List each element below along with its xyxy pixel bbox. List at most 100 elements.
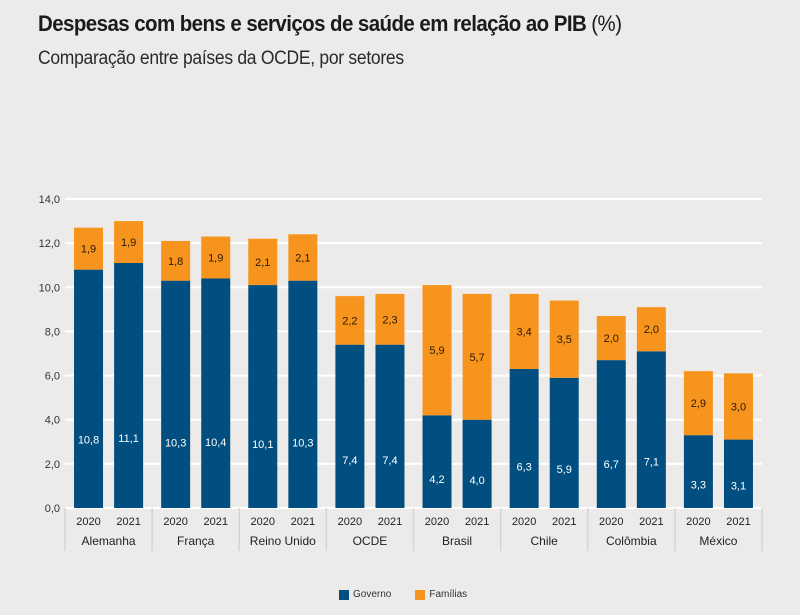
bar-segment-familias xyxy=(248,238,278,286)
data-label: 2,9 xyxy=(691,398,706,410)
data-label: 10,3 xyxy=(292,438,313,450)
legend-swatch-governo xyxy=(339,589,349,600)
data-label: 1,9 xyxy=(208,252,223,264)
bar-segment-governo xyxy=(161,280,191,508)
bar-segment-governo xyxy=(683,435,713,508)
data-label: 3,5 xyxy=(557,334,572,346)
data-label: 2,3 xyxy=(382,314,397,326)
bar-segment-governo xyxy=(422,415,452,508)
y-tick-label: 10,0 xyxy=(39,282,60,294)
legend-item-familias: Famílias xyxy=(415,589,467,600)
data-label: 6,3 xyxy=(517,461,532,473)
bar-segment-governo xyxy=(636,351,666,508)
x-tick-label-year: 2021 xyxy=(552,516,576,528)
data-label: 2,0 xyxy=(644,324,659,336)
legend-item-governo: Governo xyxy=(339,589,391,600)
data-label: 4,2 xyxy=(429,474,444,486)
bar-segment-governo xyxy=(201,278,231,508)
bar-segment-familias xyxy=(422,285,452,416)
data-label: 1,8 xyxy=(168,256,183,268)
y-tick-label: 6,0 xyxy=(45,371,60,383)
bar-segment-governo xyxy=(375,344,405,508)
x-group-label: França xyxy=(177,534,215,548)
x-group-label: Colômbia xyxy=(606,534,657,548)
bar-segment-familias xyxy=(683,371,713,436)
bar-segment-familias xyxy=(114,221,144,264)
legend-label-governo: Governo xyxy=(353,589,392,600)
legend-label-familias: Famílias xyxy=(429,589,468,600)
data-label: 10,1 xyxy=(252,439,273,451)
x-tick-label-year: 2021 xyxy=(378,516,402,528)
bar-segment-governo xyxy=(462,419,492,508)
data-label: 1,9 xyxy=(121,237,136,249)
bar-segment-governo xyxy=(596,360,626,508)
x-tick-label-year: 2020 xyxy=(251,516,275,528)
x-tick-label-year: 2020 xyxy=(512,516,536,528)
x-tick-label-year: 2020 xyxy=(163,516,187,528)
x-tick-label-year: 2020 xyxy=(686,516,710,528)
x-tick-label-year: 2021 xyxy=(116,516,140,528)
bar-segment-governo xyxy=(74,269,104,508)
data-label: 3,0 xyxy=(731,401,746,413)
x-group-label: Brasil xyxy=(442,534,472,548)
data-label: 7,1 xyxy=(644,457,659,469)
data-label: 7,4 xyxy=(342,455,357,467)
data-label: 5,9 xyxy=(557,464,572,476)
bar-segment-governo xyxy=(549,377,579,508)
bar-segment-familias xyxy=(596,315,626,361)
bar-segment-governo xyxy=(114,263,144,508)
data-label: 5,7 xyxy=(469,352,484,364)
bar-segment-familias xyxy=(462,293,492,420)
legend: Governo Famílias xyxy=(339,589,491,600)
x-group-label: Chile xyxy=(531,534,559,548)
legend-swatch-familias xyxy=(415,589,426,600)
x-tick-label-year: 2020 xyxy=(76,516,100,528)
y-tick-label: 2,0 xyxy=(45,459,60,471)
y-tick-label: 12,0 xyxy=(39,238,60,250)
bar-segment-familias xyxy=(161,240,191,281)
bar-segment-familias xyxy=(335,296,365,345)
data-label: 2,2 xyxy=(342,315,357,327)
bar-segment-familias xyxy=(636,307,666,352)
x-group-label: México xyxy=(699,534,737,548)
bar-segment-governo xyxy=(248,285,278,508)
chart-subtitle: Comparação entre países da OCDE, por set… xyxy=(38,48,404,69)
data-label: 6,7 xyxy=(604,459,619,471)
bar-segment-governo xyxy=(335,344,365,508)
y-tick-label: 8,0 xyxy=(45,326,60,338)
x-tick-label-year: 2021 xyxy=(639,516,663,528)
bar-segment-familias xyxy=(201,236,231,279)
data-label: 10,3 xyxy=(165,438,186,450)
x-tick-label-year: 2021 xyxy=(726,516,750,528)
y-tick-label: 0,0 xyxy=(45,503,60,515)
bar-segment-familias xyxy=(288,234,318,281)
data-label: 2,0 xyxy=(604,333,619,345)
data-label: 3,4 xyxy=(517,326,532,338)
x-tick-label-year: 2021 xyxy=(465,516,489,528)
data-label: 2,1 xyxy=(295,252,310,264)
bar-segment-governo xyxy=(509,368,539,508)
bar-segment-familias xyxy=(509,293,539,369)
data-label: 10,8 xyxy=(78,435,99,447)
data-label: 3,1 xyxy=(731,481,746,493)
data-label: 4,0 xyxy=(469,475,484,487)
bar-segment-familias xyxy=(549,300,579,378)
x-group-label: Alemanha xyxy=(82,534,136,548)
bar-segment-familias xyxy=(375,293,405,345)
x-tick-label-year: 2020 xyxy=(338,516,362,528)
bar-segment-governo xyxy=(723,439,753,508)
data-label: 7,4 xyxy=(382,455,397,467)
chart-title-text: Despesas com bens e serviços de saúde em… xyxy=(38,11,587,36)
bar-segment-familias xyxy=(723,373,753,440)
chart-title: Despesas com bens e serviços de saúde em… xyxy=(38,11,622,37)
x-group-label: Reino Unido xyxy=(250,534,316,548)
x-tick-label-year: 2020 xyxy=(425,516,449,528)
bar-segment-familias xyxy=(74,227,104,270)
data-label: 3,3 xyxy=(691,479,706,491)
data-label: 1,9 xyxy=(81,244,96,256)
bar-segment-governo xyxy=(288,280,318,508)
x-tick-label-year: 2021 xyxy=(291,516,315,528)
data-label: 2,1 xyxy=(255,257,270,269)
x-tick-label-year: 2020 xyxy=(599,516,623,528)
x-group-label: OCDE xyxy=(353,534,388,548)
